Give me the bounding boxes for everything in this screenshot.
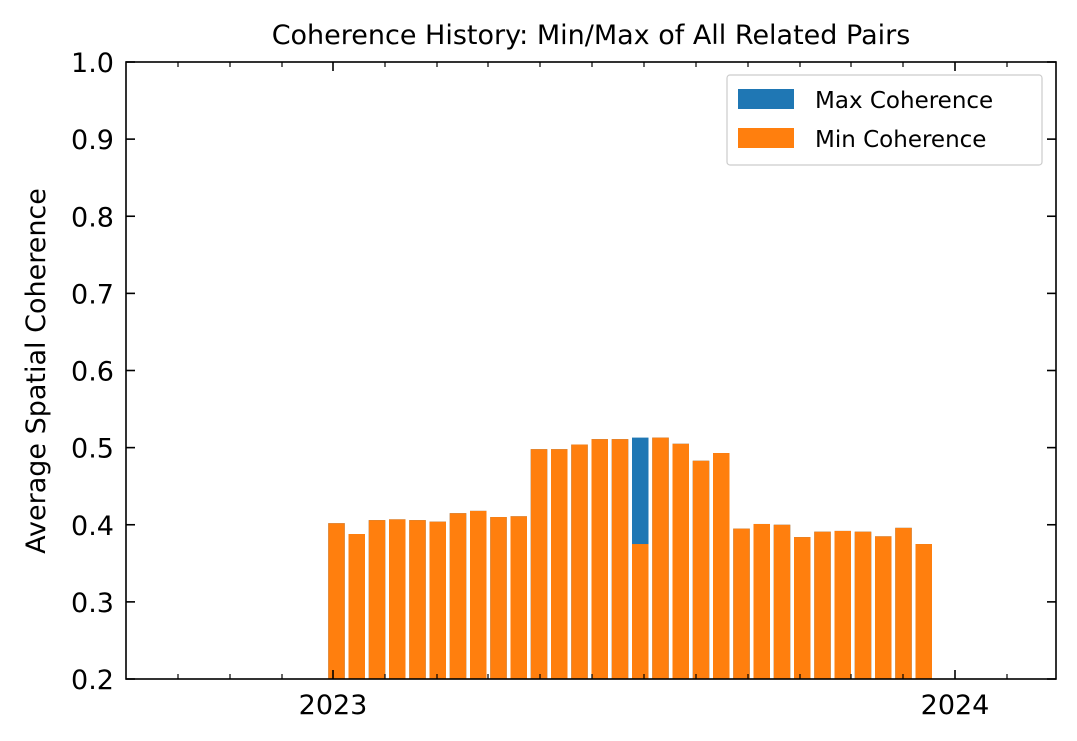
bar-min-12 (571, 444, 588, 679)
y-tick-label-2: 0.4 (71, 511, 114, 542)
y-tick-label-0: 0.2 (71, 665, 114, 696)
bar-min-27 (875, 536, 892, 679)
chart-title: Coherence History: Min/Max of All Relate… (272, 20, 911, 51)
bar-min-1 (348, 534, 365, 679)
y-tick-label-1: 0.3 (71, 588, 114, 619)
bar-min-13 (591, 439, 608, 679)
bar-min-4 (409, 520, 426, 679)
y-tick-label-5: 0.7 (71, 279, 114, 310)
legend-frame (726, 74, 1043, 166)
bar-min-16 (652, 437, 669, 679)
x-tick-label-0: 2023 (299, 690, 368, 721)
bar-min-20 (733, 528, 750, 679)
bar-min-26 (854, 531, 872, 679)
bar-min-15 (632, 544, 649, 679)
bars-group (328, 437, 932, 679)
bar-min-17 (672, 443, 689, 679)
x-tick-label-1: 2024 (921, 690, 990, 721)
bar-min-9 (510, 516, 527, 679)
bar-min-6 (449, 513, 467, 679)
bar-min-24 (814, 531, 831, 679)
bar-min-22 (773, 524, 791, 679)
y-axis-ticks: 0.2 0.3 0.4 0.5 0.6 0.7 0.8 0.9 1.0 (71, 48, 1056, 696)
y-tick-label-6: 0.8 (71, 202, 114, 233)
bar-min-11 (551, 449, 568, 679)
legend-label-max: Max Coherence (815, 88, 993, 114)
bar-min-14 (611, 439, 629, 679)
legend-swatch-min (738, 128, 794, 148)
bar-min-10 (530, 449, 548, 679)
bar-min-29 (915, 544, 932, 679)
bar-min-19 (713, 453, 730, 679)
bar-min-28 (895, 527, 912, 679)
y-tick-label-3: 0.5 (71, 434, 114, 465)
legend-swatch-max (738, 89, 794, 109)
bar-min-0 (328, 523, 345, 679)
y-tick-label-7: 0.9 (71, 125, 114, 156)
bar-min-21 (753, 523, 770, 679)
y-axis-label: Average Spatial Coherence (21, 188, 52, 554)
bar-min-8 (490, 517, 507, 679)
y-tick-label-8: 1.0 (71, 48, 114, 79)
legend-label-min: Min Coherence (815, 127, 986, 153)
bar-min-23 (794, 537, 811, 679)
bar-min-25 (834, 530, 851, 679)
bar-min-5 (429, 521, 446, 679)
legend: Max Coherence Min Coherence (726, 74, 1043, 166)
bar-min-18 (692, 460, 710, 679)
y-tick-label-4: 0.6 (71, 357, 114, 388)
bar-min-2 (368, 520, 386, 679)
bar-min-7 (470, 510, 487, 679)
x-axis-ticks: 2023 2024 (177, 62, 1008, 721)
bar-min-3 (389, 519, 406, 679)
